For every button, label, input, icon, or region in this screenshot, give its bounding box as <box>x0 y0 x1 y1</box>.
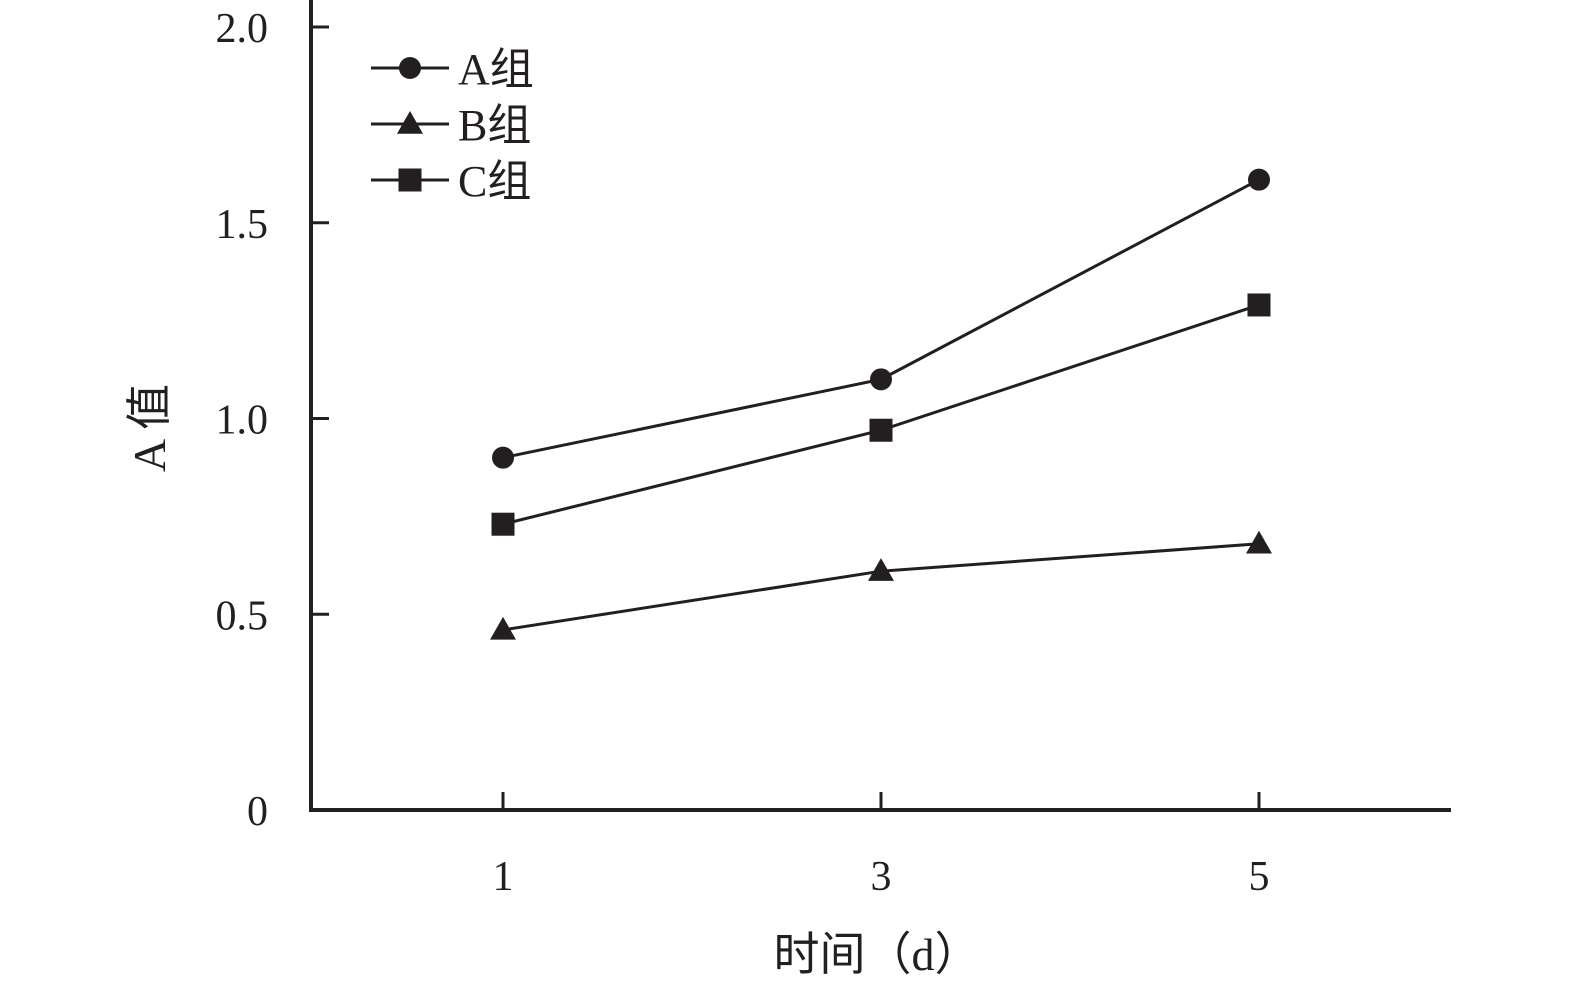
x-tick-label: 5 <box>1249 854 1270 900</box>
x-tick-label: 1 <box>493 854 514 900</box>
y-axis-ticks: 0 0.5 1.0 1.5 2.0 <box>216 6 329 835</box>
legend-label: B组 <box>458 101 531 150</box>
y-tick-label: 2.0 <box>216 6 269 52</box>
legend-marker <box>399 57 421 79</box>
legend-label: C组 <box>458 157 531 206</box>
y-tick-label: 1.5 <box>216 202 269 248</box>
series-2 <box>490 530 1272 640</box>
series-line <box>502 303 1260 526</box>
legend-marker <box>397 111 423 134</box>
legend-item: B组 <box>371 101 531 150</box>
series-line <box>502 542 1260 632</box>
y-tick-label: 0.5 <box>216 593 269 639</box>
legend-item: C组 <box>371 157 531 206</box>
data-point <box>492 446 514 469</box>
legend-item: A组 <box>371 45 534 94</box>
data-point <box>491 512 515 536</box>
data-point <box>869 418 893 442</box>
data-point <box>1248 168 1270 191</box>
series-layer <box>490 168 1272 640</box>
data-point <box>1247 293 1271 317</box>
x-axis-ticks: 1 3 5 <box>493 792 1270 900</box>
data-point <box>1246 530 1272 554</box>
y-axis-title: A 值 <box>124 384 175 472</box>
legend-marker <box>398 168 422 192</box>
legend: A组 B组 C组 <box>371 45 534 206</box>
series-1 <box>492 168 1270 469</box>
series-3 <box>491 293 1271 536</box>
data-point <box>868 558 894 581</box>
x-tick-label: 3 <box>871 854 892 900</box>
x-axis-title: 时间（d） <box>774 929 981 980</box>
data-point <box>490 616 516 640</box>
data-point <box>870 368 892 391</box>
y-tick-label: 0 <box>247 789 268 835</box>
series-line <box>502 178 1260 460</box>
legend-label: A组 <box>458 45 534 94</box>
y-tick-label: 1.0 <box>216 398 269 444</box>
